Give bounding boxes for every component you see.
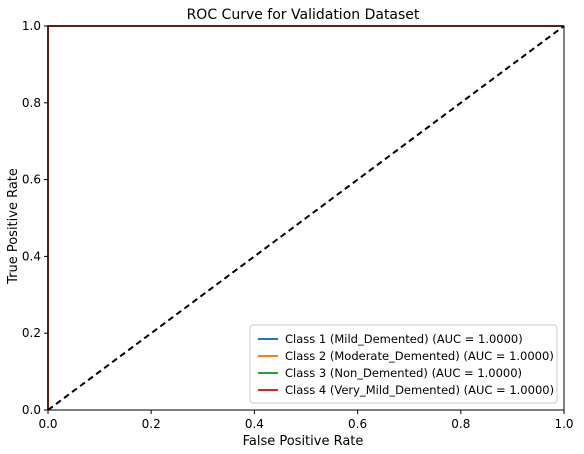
- legend-label-class-1: Class 1 (Mild_Demented) (AUC = 1.0000): [285, 332, 523, 346]
- x-tick-label: 0.4: [245, 417, 264, 431]
- reference-diagonal-line: [47, 25, 565, 411]
- legend-label-class-3: Class 3 (Non_Demented) (AUC = 1.0000): [285, 366, 522, 380]
- y-tick-label: 0.6: [22, 173, 41, 187]
- x-tick-label: 0.2: [142, 417, 161, 431]
- axes-frame: [47, 25, 565, 411]
- chart-title: ROC Curve for Validation Dataset: [187, 7, 420, 23]
- x-axis-label: False Positive Rate: [243, 434, 364, 449]
- x-tick-label: 0.6: [348, 417, 367, 431]
- y-tick-label: 1.0: [22, 19, 41, 33]
- y-tick-label: 0.4: [22, 249, 41, 263]
- x-tick-label: 1.0: [554, 417, 573, 431]
- y-tick-label: 0.8: [22, 96, 41, 110]
- legend-label-class-4: Class 4 (Very_Mild_Demented) (AUC = 1.00…: [285, 383, 554, 397]
- legend-label-class-2: Class 2 (Moderate_Demented) (AUC = 1.000…: [285, 349, 554, 363]
- legend: Class 1 (Mild_Demented) (AUC = 1.0000) Cl…: [249, 324, 558, 404]
- x-tick-label: 0.8: [451, 417, 470, 431]
- x-axis: 0.0 0.2 0.4 0.6 0.8 1.0: [38, 410, 574, 431]
- y-axis: 0.0 0.2 0.4 0.6 0.8 1.0: [22, 19, 48, 417]
- y-tick-label: 0.2: [22, 326, 41, 340]
- x-tick-label: 0.0: [38, 417, 57, 431]
- legend-box: [249, 324, 558, 404]
- y-axis-label: True Positive Rate: [6, 168, 21, 285]
- y-tick-label: 0.0: [22, 403, 41, 417]
